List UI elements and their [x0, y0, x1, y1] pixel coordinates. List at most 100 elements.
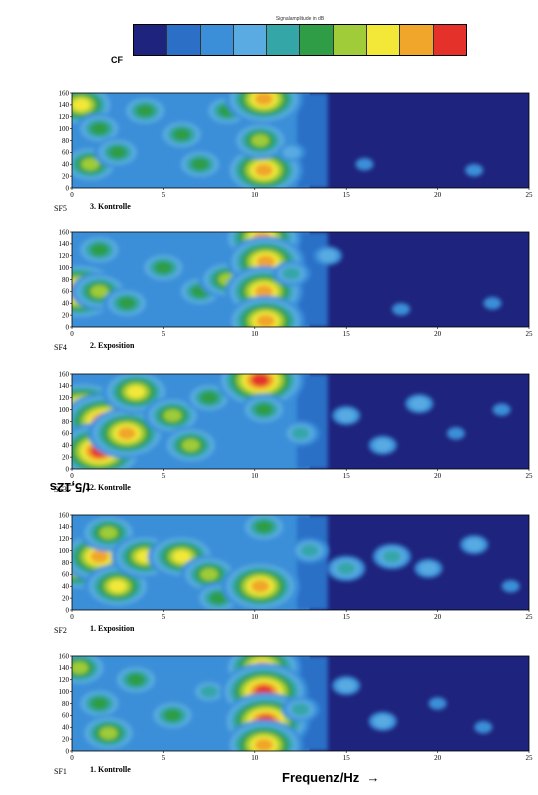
y-tick-label: 20 [62, 453, 70, 461]
heatmap-cell [429, 697, 447, 709]
x-tick-label: 15 [343, 330, 351, 338]
heatmap-cell [200, 392, 218, 404]
heatmap-cell [127, 674, 145, 686]
colorbar-segment-0 [134, 25, 167, 55]
heatmap-cell [282, 146, 300, 158]
colorbar-segment-4 [267, 25, 300, 55]
heatmap-cell [419, 562, 437, 574]
heatmap-cell [164, 409, 182, 421]
y-tick-label: 60 [62, 430, 70, 438]
y-tick-label: 20 [62, 594, 70, 602]
x-tick-label: 25 [526, 330, 534, 338]
heatmap-cell [109, 580, 127, 592]
heatmap-cell [109, 146, 127, 158]
y-axis-label: t/5,12s → [0, 375, 30, 505]
x-tick-label: 25 [526, 191, 534, 199]
heatmap-cell [90, 550, 108, 562]
heatmap-cell [374, 439, 392, 451]
y-tick-label: 100 [59, 406, 70, 414]
heatmap-cell [337, 409, 355, 421]
heatmap-cell [100, 727, 118, 739]
heatmap-cell [90, 244, 108, 256]
heatmap-cell [251, 134, 269, 146]
colorbar-segment-6 [334, 25, 367, 55]
y-tick-label: 40 [62, 442, 70, 450]
y-tick-label: 120 [59, 535, 70, 543]
x-tick-label: 0 [70, 191, 74, 199]
x-tick-label: 10 [251, 613, 258, 621]
x-tick-label: 10 [251, 754, 258, 762]
heatmap-cell [90, 697, 108, 709]
x-tick-label: 0 [70, 754, 74, 762]
heatmap-cell [465, 538, 483, 550]
heatmap-cell [182, 439, 200, 451]
x-tick-label: 5 [162, 330, 166, 338]
y-tick-label: 80 [62, 276, 70, 284]
heatmap-panel-sf4: 0 20 40 60 80 100 120 140 160 0 5 10 15 20 25 [54, 230, 538, 337]
y-tick-label: 160 [59, 652, 70, 660]
panel-id-sf5: SF5 [54, 204, 67, 213]
colorbar-segment-1 [167, 25, 200, 55]
x-tick-label: 15 [343, 191, 351, 199]
y-tick-label: 120 [59, 394, 70, 402]
x-axis-arrow: → [367, 770, 380, 785]
heatmap-cell [337, 679, 355, 691]
x-tick-label: 5 [162, 191, 166, 199]
heatmap-cell [465, 164, 483, 176]
heatmap-panel-sf3: 0 20 40 60 80 100 120 140 160 0 5 10 15 20 25 [54, 372, 538, 479]
x-tick-label: 0 [70, 613, 74, 621]
heatmap-cell [191, 158, 209, 170]
panel-title-sf5: 3. Kontrolle [90, 202, 131, 211]
y-tick-label: 100 [59, 688, 70, 696]
colorbar-strip [133, 24, 467, 56]
colorbar-segment-7 [367, 25, 400, 55]
x-axis-label: Frequenz/Hz → [282, 770, 380, 785]
heatmap-cell [255, 739, 273, 751]
panel-title-sf2: 1. Exposition [90, 624, 134, 633]
y-tick-label: 20 [62, 172, 70, 180]
x-axis-label-text: Frequenz/Hz [282, 770, 359, 785]
heatmap-cell [164, 709, 182, 721]
heatmap-cell [319, 250, 337, 262]
heatmap-cell [200, 685, 218, 697]
panel-title-sf1: 1. Kontrolle [90, 765, 131, 774]
heatmap-cell [502, 580, 520, 592]
x-tick-label: 10 [251, 330, 258, 338]
heatmap-cell [136, 105, 154, 117]
colorbar-title: Signalamplitude in dB [133, 16, 467, 22]
x-tick-label: 5 [162, 613, 166, 621]
heatmap-cell [90, 285, 108, 297]
x-tick-label: 25 [526, 472, 534, 480]
panel-id-sf4: SF4 [54, 343, 67, 352]
heatmap-cell [383, 550, 401, 562]
heatmap-cell [255, 93, 273, 105]
heatmap-cell [70, 662, 88, 674]
x-tick-label: 25 [526, 754, 534, 762]
y-tick-label: 0 [66, 323, 70, 331]
cf-label: CF [111, 55, 123, 65]
y-tick-label: 20 [62, 311, 70, 319]
heatmap-cell [282, 267, 300, 279]
y-tick-label: 60 [62, 712, 70, 720]
y-tick-label: 60 [62, 288, 70, 296]
heatmap-cell [410, 397, 428, 409]
y-tick-label: 120 [59, 676, 70, 684]
heatmap-cell [257, 315, 275, 327]
heatmap-cell [255, 164, 273, 176]
heatmap-cell [255, 403, 273, 415]
y-tick-label: 0 [66, 184, 70, 192]
heatmap-cell [251, 580, 269, 592]
panel-title-sf4: 2. Exposition [90, 341, 134, 350]
y-tick-label: 140 [59, 101, 70, 109]
y-tick-label: 120 [59, 113, 70, 121]
heatmap-cell [493, 403, 511, 415]
x-tick-label: 20 [434, 330, 442, 338]
x-tick-label: 10 [251, 191, 258, 199]
heatmap-cell [72, 99, 90, 111]
y-tick-label: 40 [62, 161, 70, 169]
y-tick-label: 160 [59, 370, 70, 378]
y-tick-label: 80 [62, 418, 70, 426]
heatmap-cell [127, 386, 145, 398]
y-tick-label: 60 [62, 149, 70, 157]
